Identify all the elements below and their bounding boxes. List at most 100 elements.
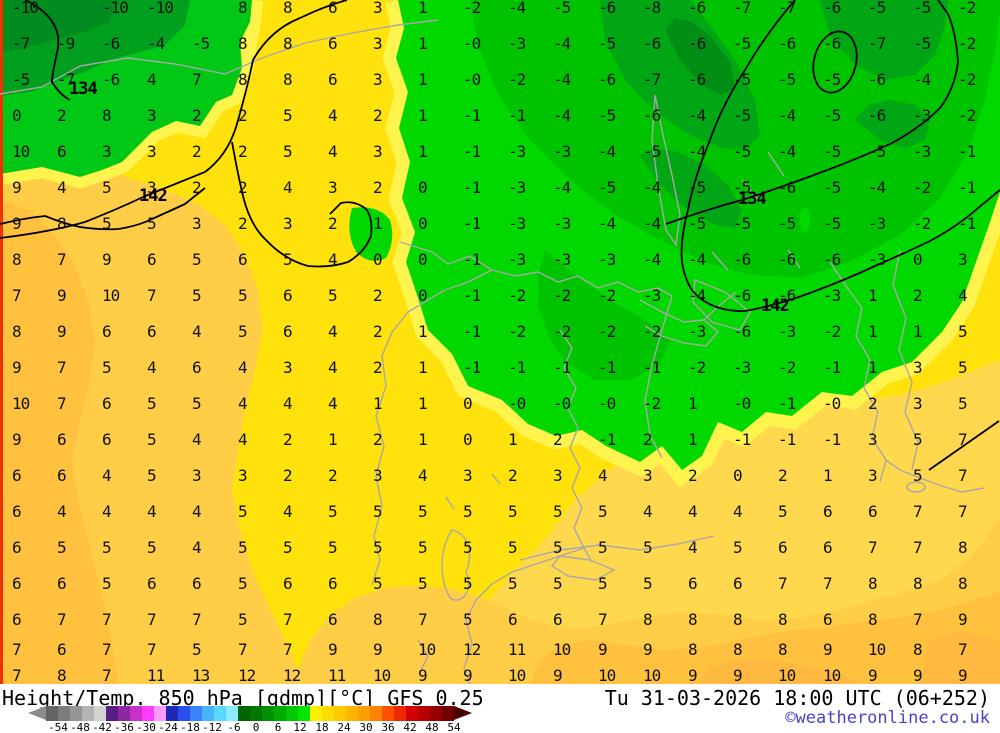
temp-value: 2 <box>192 178 202 197</box>
temp-value: 2 <box>688 466 698 485</box>
temp-value: -5 <box>733 142 751 161</box>
temp-value: 2 <box>373 322 383 341</box>
cold-green-dark-2 <box>820 0 948 80</box>
temp-value: 6 <box>328 574 338 593</box>
temp-value: -7 <box>12 34 30 53</box>
temp-value: 7 <box>958 466 968 485</box>
temp-value: 8 <box>778 610 788 629</box>
temp-value: -2 <box>508 286 526 305</box>
temp-value: 6 <box>147 574 157 593</box>
temp-value: -1 <box>508 106 526 125</box>
temp-value: 7 <box>913 502 923 521</box>
temp-value: -10 <box>147 0 174 17</box>
temp-value: 2 <box>778 466 788 485</box>
temp-value: 8 <box>12 250 22 269</box>
temp-value: 3 <box>868 466 878 485</box>
colorbar-segment <box>190 706 202 721</box>
temp-value: 4 <box>598 466 608 485</box>
temp-value: 9 <box>598 640 608 659</box>
temp-value: 1 <box>823 466 833 485</box>
temp-value: 4 <box>328 250 338 269</box>
colorbar-segment <box>226 706 238 721</box>
temp-value: -10 <box>12 0 39 17</box>
temp-value: 6 <box>508 610 518 629</box>
colorbar-segment <box>262 706 274 721</box>
temp-value: 11 <box>508 640 526 659</box>
temperature-colorbar <box>46 706 454 721</box>
temp-value: 2 <box>238 142 248 161</box>
temp-value: 0 <box>373 250 383 269</box>
colorbar-segment <box>178 706 190 721</box>
temp-value: 1 <box>418 106 428 125</box>
colorbar-right-arrow <box>454 706 472 720</box>
temp-value: 5 <box>147 466 157 485</box>
colorbar-segment <box>442 706 454 721</box>
temp-value: 10 <box>12 142 30 161</box>
credit-link[interactable]: ©weatheronline.co.uk <box>785 708 990 728</box>
temp-value: 7 <box>147 610 157 629</box>
temp-value: 5 <box>958 394 968 413</box>
bottom-orange-patch <box>700 660 860 684</box>
temp-value: -5 <box>823 142 841 161</box>
temp-value: -6 <box>823 0 841 17</box>
temp-value: 9 <box>418 666 428 684</box>
temp-value: 2 <box>238 106 248 125</box>
temp-value: -10 <box>102 0 129 17</box>
temp-value: 8 <box>913 574 923 593</box>
temp-value: 5 <box>418 574 428 593</box>
temp-value: -2 <box>553 322 571 341</box>
temp-value: 6 <box>192 574 202 593</box>
temp-value: 7 <box>913 538 923 557</box>
temp-value: -5 <box>913 34 931 53</box>
temp-value: 5 <box>328 502 338 521</box>
temp-value: -4 <box>868 178 886 197</box>
temp-value: 10 <box>643 666 661 684</box>
temp-value: 11 <box>328 666 346 684</box>
temp-value: 1 <box>913 322 923 341</box>
temp-value: 8 <box>238 0 248 17</box>
temp-value: 5 <box>508 538 518 557</box>
temp-value: -1 <box>553 358 571 377</box>
temp-value: 2 <box>643 430 653 449</box>
temp-value: 1 <box>418 70 428 89</box>
coastlines <box>0 19 985 684</box>
temp-value: 3 <box>192 214 202 233</box>
temp-value: 6 <box>57 640 67 659</box>
temp-value: 7 <box>102 666 112 684</box>
left-edge-strip <box>0 0 3 684</box>
temp-value: 6 <box>778 538 788 557</box>
colorbar-tick-label: -30 <box>136 721 156 733</box>
temp-value: 1 <box>418 358 428 377</box>
temp-value: -5 <box>12 70 30 89</box>
colorbar-segment <box>106 706 118 721</box>
temp-value: 4 <box>192 502 202 521</box>
temp-value: 5 <box>238 322 248 341</box>
temp-value: 4 <box>238 358 248 377</box>
temp-value: -6 <box>643 106 661 125</box>
cold-green-darkest <box>665 18 735 95</box>
temp-value: 0 <box>12 106 22 125</box>
temp-value: 2 <box>373 106 383 125</box>
temp-value: 5 <box>778 502 788 521</box>
temp-value: 5 <box>913 466 923 485</box>
temp-value: 7 <box>913 610 923 629</box>
colorbar-segment <box>130 706 142 721</box>
tiny-green-sliver <box>800 207 810 233</box>
temp-value: 3 <box>373 34 383 53</box>
temp-value: 12 <box>283 666 301 684</box>
temp-value: -2 <box>958 106 976 125</box>
temp-value: 1 <box>373 394 383 413</box>
colorbar-segment <box>238 706 250 721</box>
temp-value: 5 <box>147 214 157 233</box>
temp-value: 6 <box>102 322 112 341</box>
corner-green-darkest <box>0 0 120 52</box>
temp-value: 8 <box>733 610 743 629</box>
temp-value: -3 <box>913 142 931 161</box>
temp-value: 5 <box>147 538 157 557</box>
temp-value: 7 <box>12 666 22 684</box>
temp-value: 0 <box>463 430 473 449</box>
temp-value: 2 <box>238 214 248 233</box>
temp-value: 7 <box>57 610 67 629</box>
temp-value: 5 <box>553 502 563 521</box>
